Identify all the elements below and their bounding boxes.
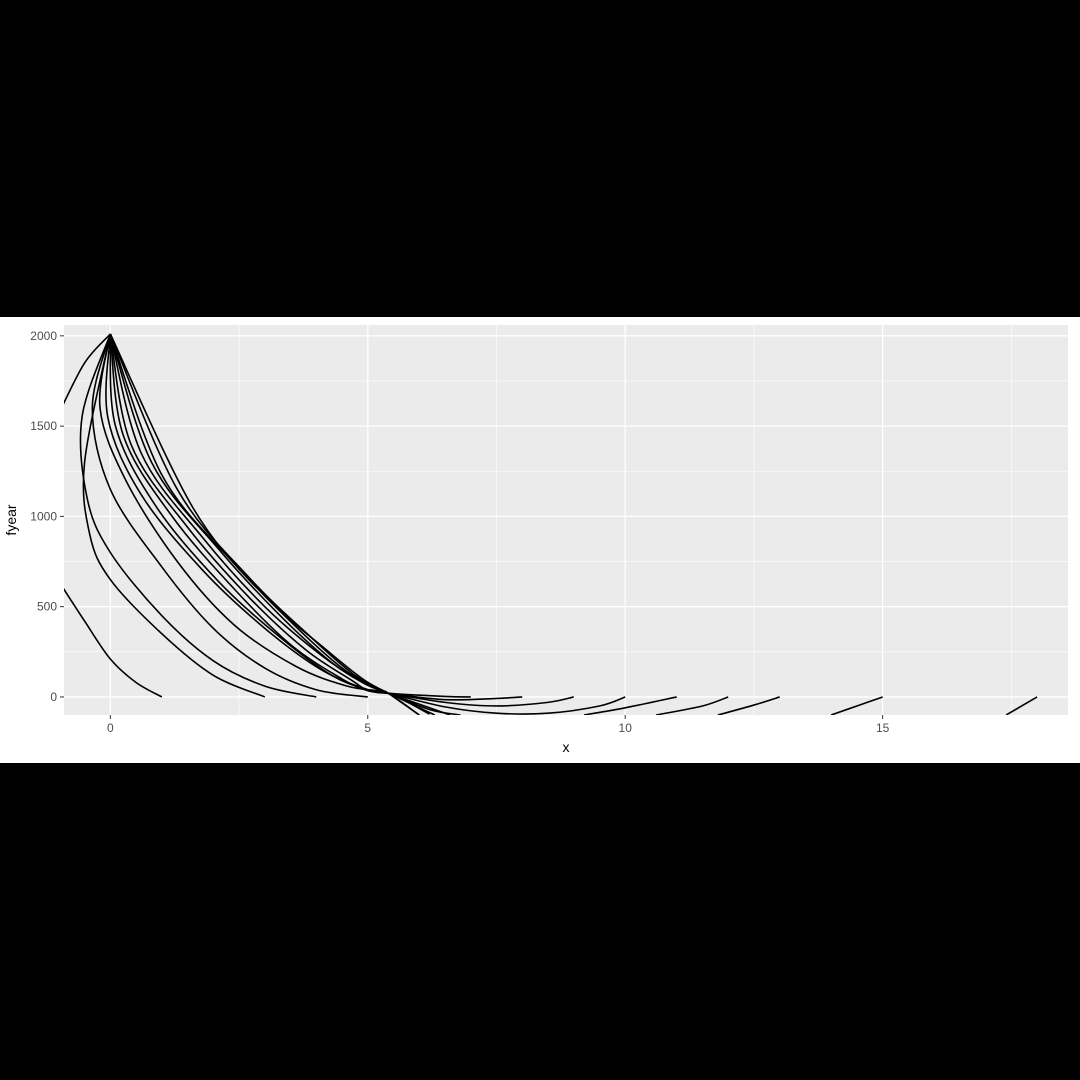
series-line-9 [109,333,574,707]
x-tick-label: 0 [107,721,114,735]
plot-panel [64,325,1068,715]
series-line-20 [1005,696,1038,715]
series-line-17 [655,696,729,715]
x-tick-label: 5 [364,721,371,735]
series-line-19 [830,696,883,715]
line-chart: 0 5 10 15 0 500 1000 1500 2000 x fyear [3,325,1068,755]
series-line-10 [109,333,626,715]
chart-figure: 0 5 10 15 0 500 1000 1500 2000 x fyear [0,317,1080,763]
series-line-8 [109,333,523,701]
x-tick-label: 10 [619,721,633,735]
y-tick-label: 0 [50,690,57,704]
series-line-2 [64,587,163,698]
series-line-4 [79,333,317,698]
y-tick-label: 1000 [30,509,57,523]
series-line-15 [109,333,420,715]
series-line-1 [64,333,111,405]
series-line-5 [91,333,368,698]
series-line-3 [82,333,266,698]
x-axis: 0 5 10 15 [107,715,890,735]
series-line-11 [109,333,461,715]
series-lines [64,333,1038,715]
x-tick-label: 15 [876,721,890,735]
y-tick-label: 500 [37,600,57,614]
y-axis-title: fyear [3,504,19,535]
series-line-16 [583,696,677,715]
series-line-7 [105,334,471,698]
y-axis: 0 500 1000 1500 2000 [30,329,64,704]
y-tick-label: 1500 [30,419,57,433]
y-tick-label: 2000 [30,329,57,343]
x-axis-title: x [563,739,570,755]
series-line-18 [717,696,780,715]
